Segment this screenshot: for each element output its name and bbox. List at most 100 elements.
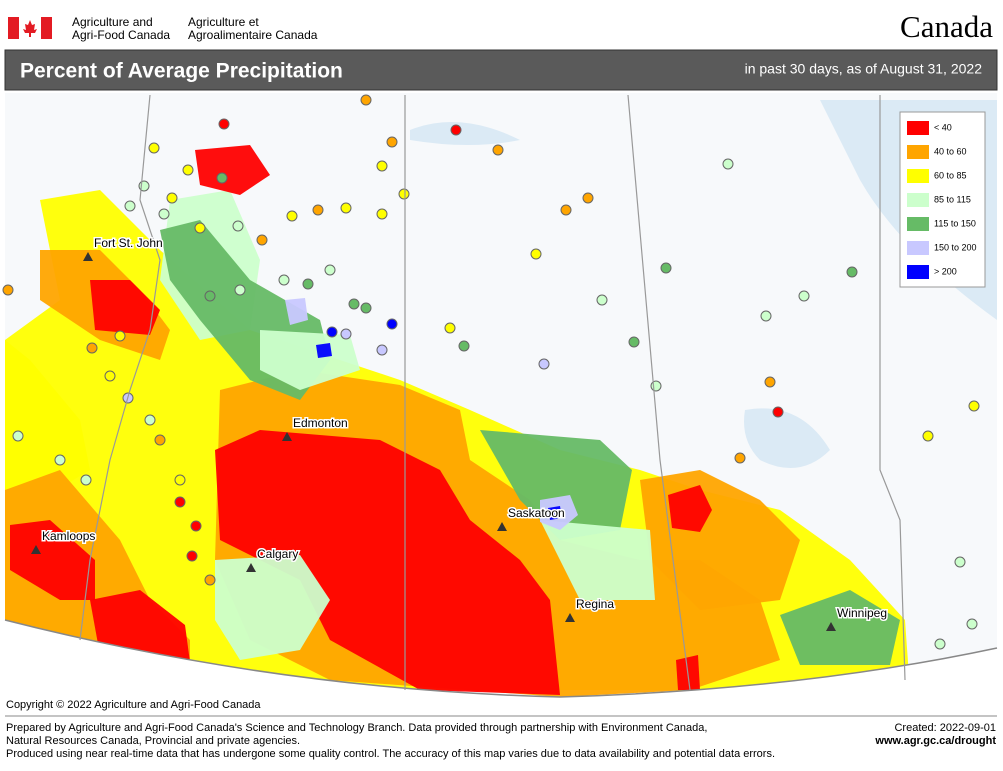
station (166, 192, 178, 204)
station (174, 496, 186, 508)
title-bar (4, 49, 998, 91)
legend-swatch (907, 145, 929, 159)
station (560, 204, 572, 216)
station (204, 290, 216, 302)
station (764, 376, 776, 388)
station (190, 520, 202, 532)
station (312, 204, 324, 216)
map (2, 93, 997, 713)
station (80, 474, 92, 486)
subtitle: in past 30 days, as of August 31, 2022 (745, 61, 983, 77)
city-marker (565, 613, 575, 622)
city-label: Saskatoon (508, 506, 565, 520)
precip-zone (316, 343, 332, 358)
flag-bar (8, 17, 19, 39)
station (650, 380, 662, 392)
station (596, 294, 608, 306)
header: Agriculture and Agri-Food Canada Agricul… (8, 9, 993, 44)
dept-fr: Agriculture et (188, 15, 259, 29)
station (234, 284, 246, 296)
precip-zone (195, 145, 270, 195)
precip-zone (548, 506, 562, 520)
station (194, 222, 206, 234)
station (256, 234, 268, 246)
url: www.agr.gc.ca/drought (874, 735, 996, 747)
precip-zone (90, 280, 160, 335)
station (148, 142, 160, 154)
station (340, 202, 352, 214)
city-marker (282, 432, 292, 441)
flag-bar (41, 17, 52, 39)
legend-label: 150 to 200 (934, 242, 977, 252)
title: Percent of Average Precipitation (20, 60, 343, 83)
city-label: Calgary (257, 547, 298, 561)
dept-fr: Agroalimentaire Canada (188, 28, 318, 42)
station (218, 118, 230, 130)
station (232, 220, 244, 232)
legend-label: 40 to 60 (934, 146, 967, 156)
station (186, 550, 198, 562)
station (798, 290, 810, 302)
station (966, 618, 978, 630)
station (722, 158, 734, 170)
station (386, 318, 398, 330)
border (4, 619, 998, 698)
station (144, 414, 156, 426)
precip-zone (260, 330, 360, 390)
station (158, 208, 170, 220)
footer-text: Prepared by Agriculture and Agri-Food Ca… (6, 722, 707, 734)
city-marker (826, 622, 836, 631)
precip-zone (5, 340, 90, 500)
station (660, 262, 672, 274)
us-area (5, 620, 997, 713)
station (124, 200, 136, 212)
legend-label: 85 to 115 (934, 194, 971, 204)
station (348, 298, 360, 310)
legend-swatch (907, 241, 929, 255)
legend-swatch (907, 169, 929, 183)
station (278, 274, 290, 286)
city-label: Winnipeg (837, 606, 887, 620)
station (772, 406, 784, 418)
legend-swatch (907, 265, 929, 279)
station (538, 358, 550, 370)
station (360, 302, 372, 314)
footer-text: Produced using near real-time data that … (6, 748, 775, 760)
legend-swatch (907, 121, 929, 135)
station (760, 310, 772, 322)
dept-en: Agri-Food Canada (72, 28, 170, 42)
station (846, 266, 858, 278)
station (954, 556, 966, 568)
city-marker (31, 545, 41, 554)
precip-zone (215, 555, 330, 660)
city-marker (497, 522, 507, 531)
station (582, 192, 594, 204)
station (398, 188, 410, 200)
legend-swatch (907, 217, 929, 231)
station (340, 328, 352, 340)
station (492, 144, 504, 156)
precip-zone (90, 590, 190, 662)
city-label: Regina (576, 597, 614, 611)
station (376, 344, 388, 356)
maple-leaf (23, 20, 37, 37)
dept-en: Agriculture and (72, 15, 153, 29)
station (458, 340, 470, 352)
station (376, 160, 388, 172)
copyright: Copyright © 2022 Agriculture and Agri-Fo… (6, 699, 261, 711)
station (204, 574, 216, 586)
station (182, 164, 194, 176)
station (922, 430, 934, 442)
station (216, 172, 228, 184)
wordmark: Canada (900, 9, 993, 44)
station (450, 124, 462, 136)
station (530, 248, 542, 260)
province-border (79, 94, 906, 691)
created: Created: 2022-09-01 (894, 722, 996, 734)
precip-zone (215, 430, 560, 695)
precip-zone (10, 520, 95, 600)
overlay: Fort St. John Edmonton Kamloops Calgary Sask… (4, 94, 998, 713)
station (2, 284, 14, 296)
precip-zone (780, 590, 900, 665)
precip-zone (480, 430, 632, 540)
